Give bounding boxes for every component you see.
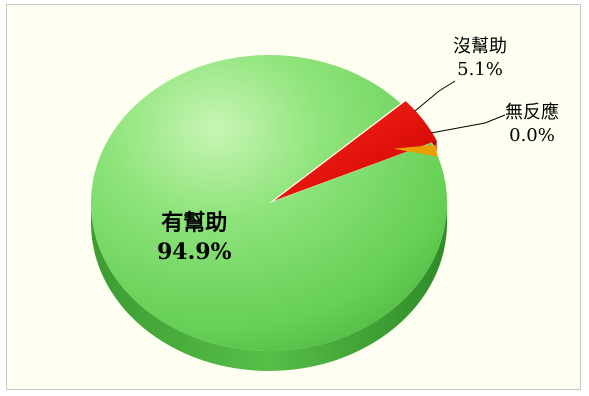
pie-slice-not-helpful xyxy=(274,101,437,201)
slice-label-helpful: 有幫助 94.9% xyxy=(157,209,232,266)
pie-chart xyxy=(91,55,506,371)
chart-area: 有幫助 94.9% 沒幫助 5.1% 無反應 0.0% xyxy=(6,4,581,390)
slice-label-not-helpful: 沒幫助 5.1% xyxy=(453,35,507,82)
leader-line-not-helpful xyxy=(414,80,456,112)
slice-value: 94.9% xyxy=(157,238,232,265)
slice-label-no-response: 無反應 0.0% xyxy=(505,101,559,148)
slice-value: 5.1% xyxy=(457,59,503,81)
leader-line-no-response xyxy=(430,114,506,134)
pie-slice-helpful xyxy=(91,55,448,352)
slice-value: 0.0% xyxy=(509,125,555,147)
pie-slice-no-response xyxy=(393,144,438,157)
slice-name: 有幫助 xyxy=(161,210,228,236)
slice-name: 沒幫助 xyxy=(453,36,507,57)
slice-name: 無反應 xyxy=(505,102,559,123)
